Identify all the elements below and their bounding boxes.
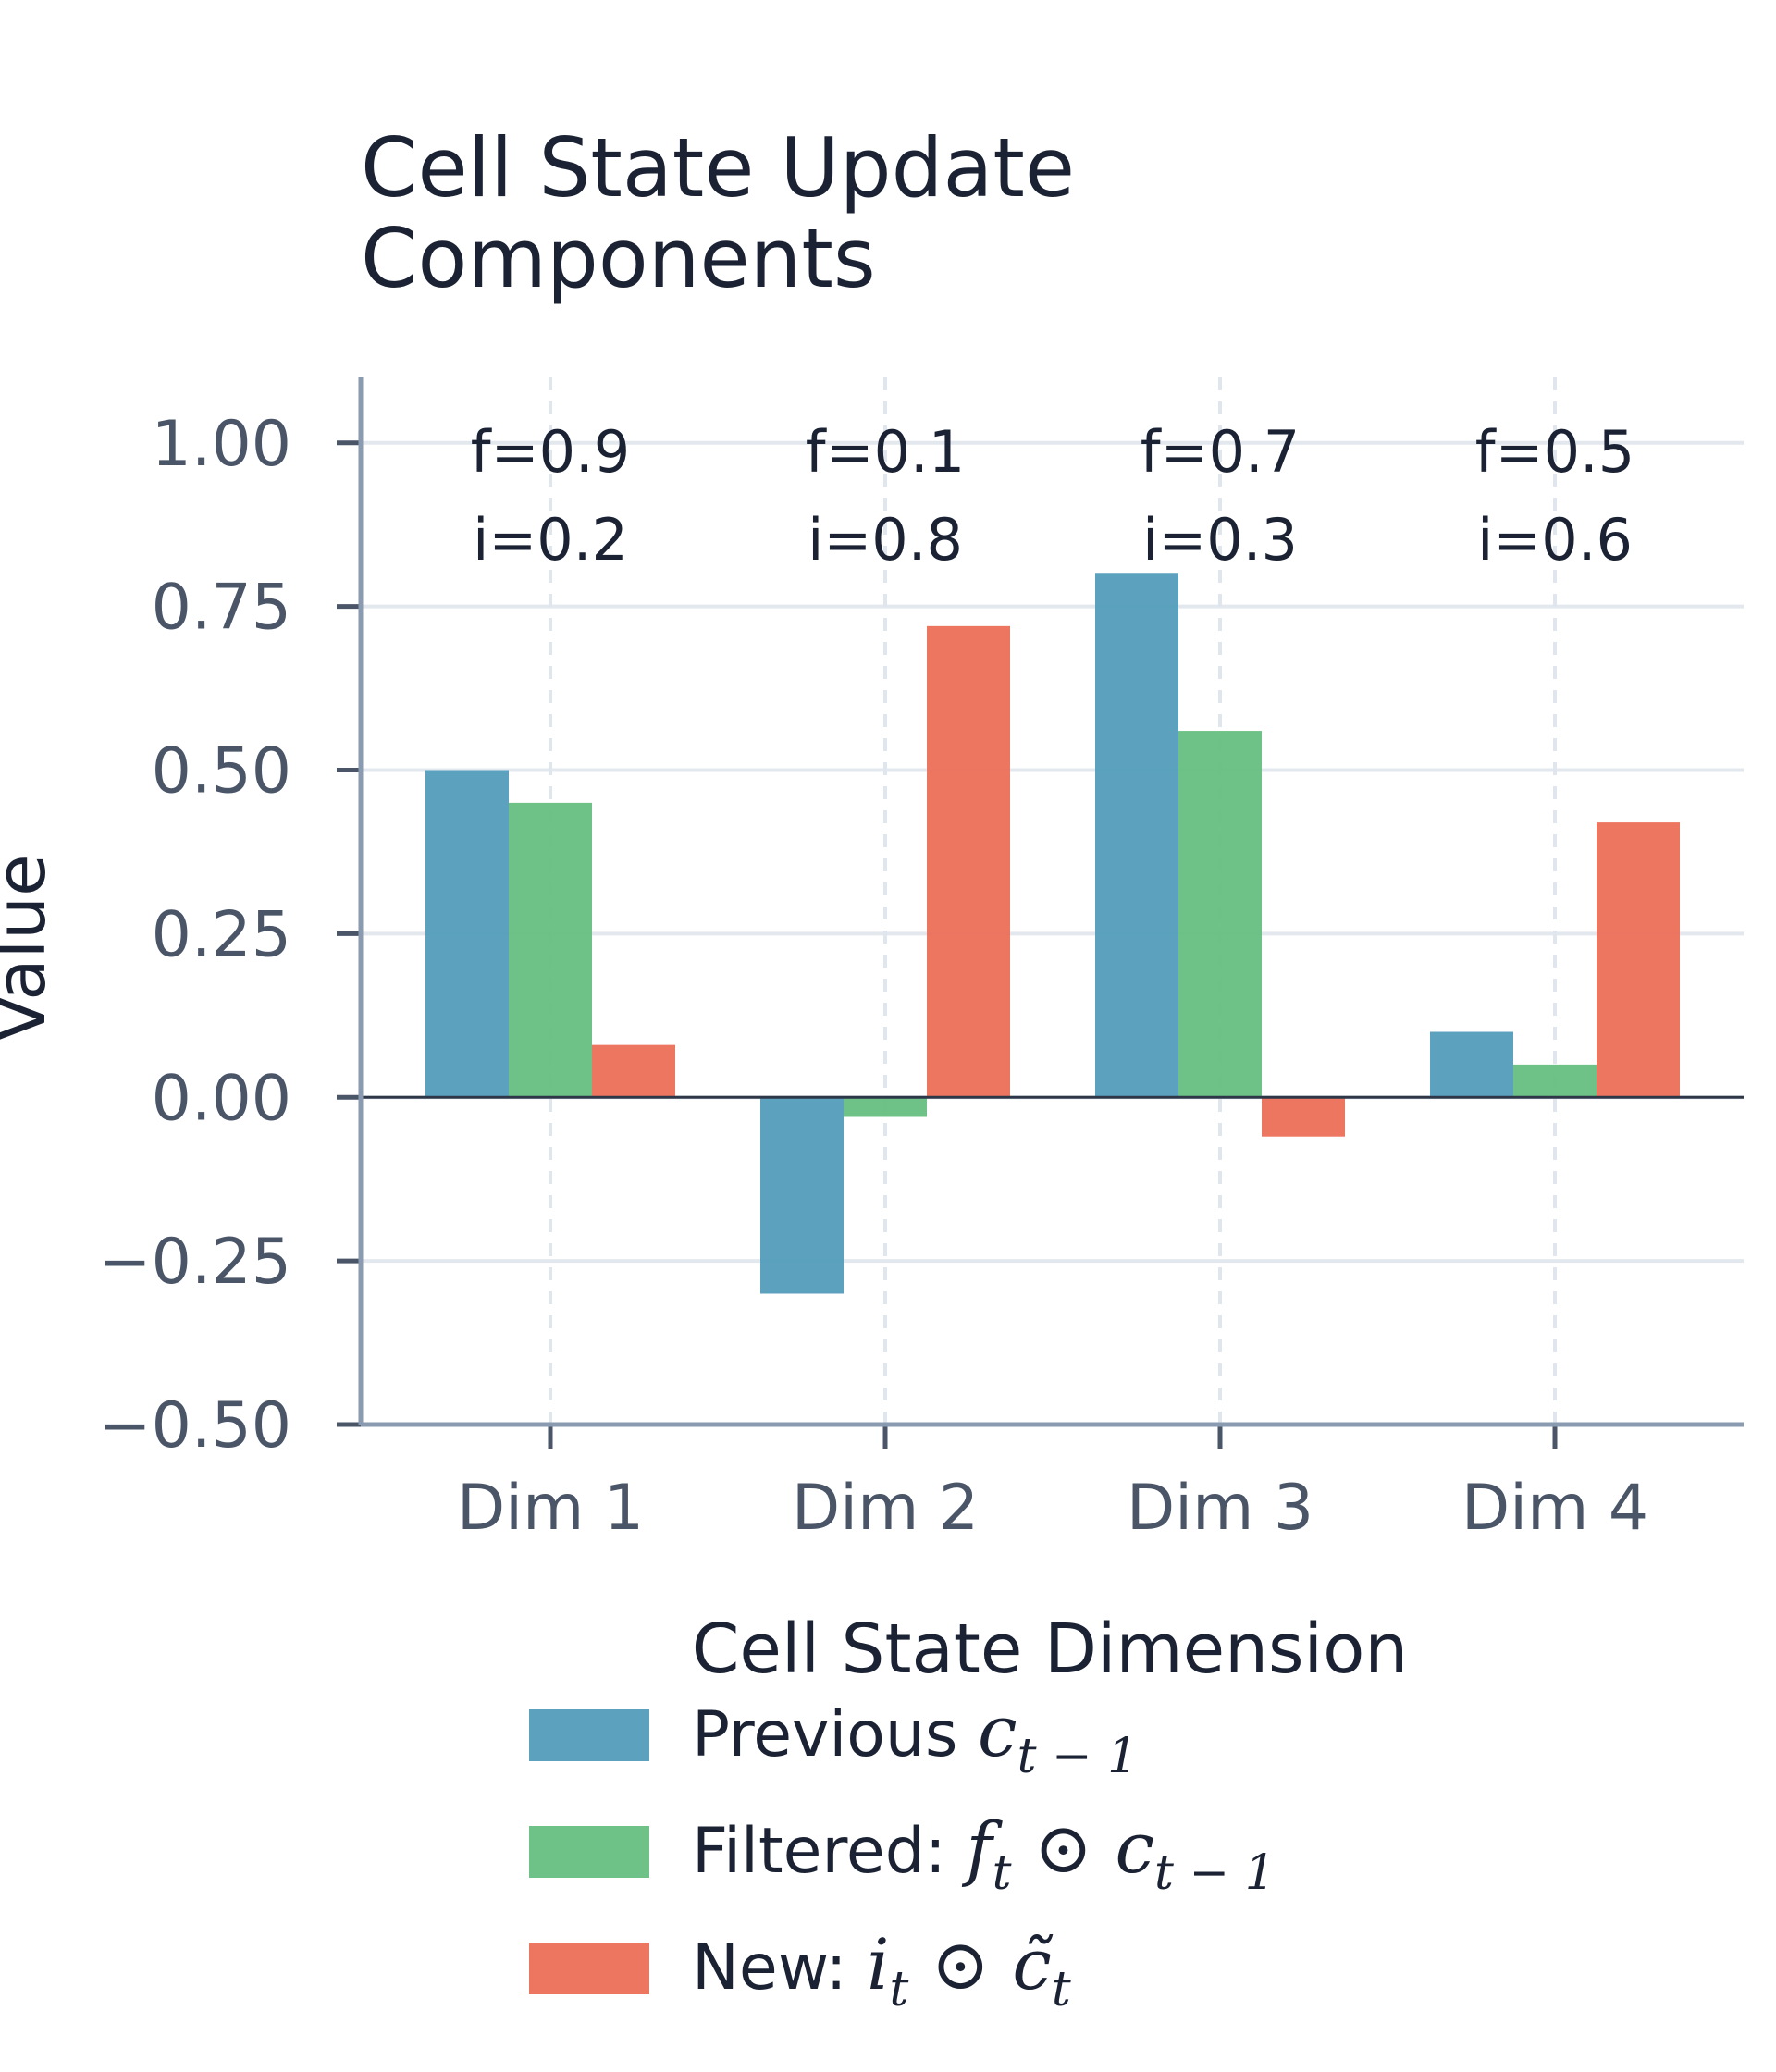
bar-previous-3 bbox=[1095, 574, 1178, 1098]
bar-filtered-4 bbox=[1513, 1064, 1597, 1098]
legend: Previous ct − 1 Filtered: ft ⊙ ct − 1 New:… bbox=[529, 1690, 1276, 2017]
annotation-i: i=0.6 bbox=[1477, 506, 1633, 574]
legend-swatch bbox=[529, 1942, 649, 1994]
bar-filtered-3 bbox=[1178, 731, 1262, 1098]
bar-previous-4 bbox=[1430, 1031, 1513, 1098]
x-tick-label: Dim 2 bbox=[792, 1472, 979, 1545]
chart-title-line-1: Cell State Update bbox=[361, 120, 1075, 216]
y-tick-label: −0.25 bbox=[99, 1226, 291, 1299]
annotation-i: i=0.8 bbox=[808, 506, 963, 574]
bar-new-2 bbox=[927, 625, 1010, 1098]
x-tick-label: Dim 4 bbox=[1462, 1472, 1648, 1545]
bar-previous-2 bbox=[760, 1097, 844, 1294]
y-tick-label: 0.50 bbox=[152, 735, 291, 808]
bar-new-4 bbox=[1597, 822, 1680, 1098]
y-tick-label: 0.75 bbox=[152, 572, 291, 645]
bar-new-3 bbox=[1262, 1097, 1345, 1137]
legend-label: Previous ct − 1 bbox=[692, 1690, 1138, 1784]
legend-swatch bbox=[529, 1709, 649, 1761]
bar-new-1 bbox=[592, 1044, 675, 1098]
gate-annotations: f=0.9 i=0.2 f=0.1 i=0.8 f=0.7 i=0.3 f=0.5 i=0.6 bbox=[471, 418, 1634, 574]
tick-labels: 1.00 0.75 0.50 0.25 0.00 −0.25 −0.50 Dim 1 Dim 2… bbox=[99, 408, 1649, 1545]
x-tick-label: Dim 3 bbox=[1127, 1472, 1314, 1545]
y-tick-label: −0.50 bbox=[99, 1389, 291, 1462]
bar-filtered-2 bbox=[844, 1097, 927, 1117]
y-axis-label: Value bbox=[0, 854, 61, 1042]
bar-previous-1 bbox=[426, 770, 509, 1098]
legend-swatch bbox=[529, 1826, 649, 1878]
annotation-f: f=0.9 bbox=[471, 418, 630, 486]
annotation-i: i=0.3 bbox=[1142, 506, 1298, 574]
x-tick-label: Dim 1 bbox=[457, 1472, 644, 1545]
chart-title-line-2: Components bbox=[361, 211, 876, 306]
x-axis-label: Cell State Dimension bbox=[692, 1610, 1409, 1689]
y-tick-label: 0.25 bbox=[152, 898, 291, 971]
legend-label: Filtered: ft ⊙ ct − 1 bbox=[692, 1807, 1276, 1901]
annotation-f: f=0.1 bbox=[806, 418, 965, 486]
y-tick-label: 1.00 bbox=[152, 408, 291, 481]
y-tick-label: 0.00 bbox=[152, 1062, 291, 1135]
legend-label: New: it ⊙ c̃t bbox=[692, 1923, 1071, 2017]
annotation-i: i=0.2 bbox=[473, 506, 628, 574]
axes bbox=[337, 377, 1744, 1449]
annotation-f: f=0.5 bbox=[1475, 418, 1634, 486]
bar-filtered-1 bbox=[509, 802, 592, 1098]
annotation-f: f=0.7 bbox=[1141, 418, 1300, 486]
bars bbox=[426, 574, 1680, 1294]
